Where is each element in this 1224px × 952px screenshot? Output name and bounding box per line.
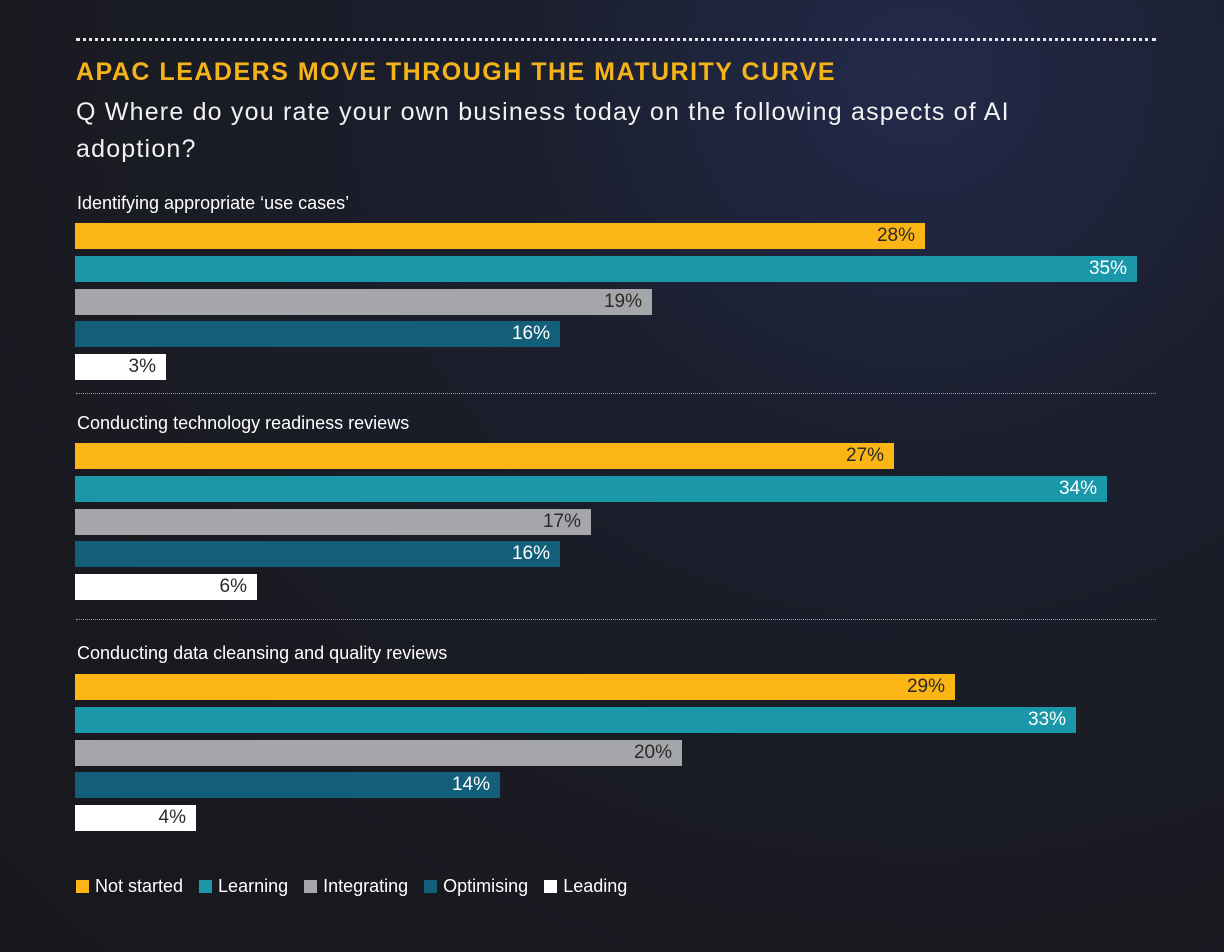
legend-label: Leading: [563, 876, 628, 896]
bar-value-label: 35%: [1088, 258, 1127, 279]
legend-item-integrating: Integrating: [304, 876, 408, 897]
legend-swatch: [544, 880, 558, 893]
legend-item-learning: Learning: [199, 876, 288, 897]
legend-swatch: [199, 880, 213, 893]
chart-subtitle: Q Where do you rate your own business to…: [76, 98, 1010, 163]
group-divider-1: [76, 393, 1156, 394]
bar-learning-group-3: 33%: [75, 707, 1076, 733]
bar-integrating-group-2: 17%: [75, 509, 591, 535]
bar-value-label: 16%: [511, 323, 550, 344]
bar-leading-group-2: 6%: [75, 574, 257, 600]
bar-value-label: 14%: [451, 774, 490, 795]
bar-integrating-group-3: 20%: [75, 740, 682, 766]
bar-integrating-group-1: 19%: [75, 289, 652, 315]
legend-label: Integrating: [323, 876, 409, 896]
bar-value-label: 3%: [128, 356, 156, 377]
bar-optimising-group-1: 16%: [75, 321, 560, 347]
bar-learning-group-1: 35%: [75, 256, 1137, 282]
bar-value-label: 16%: [511, 543, 550, 564]
legend-item-optimising: Optimising: [424, 876, 528, 897]
legend-label: Not started: [95, 876, 184, 896]
bar-value-label: 20%: [633, 742, 672, 763]
group-title-1: Identifying appropriate ‘use cases’: [77, 193, 350, 213]
group-divider-2: [76, 619, 1156, 620]
bar-learning-group-2: 34%: [75, 476, 1107, 502]
legend: Not started Learning Integrating Optimising…: [76, 876, 643, 897]
bar-not-started-group-1: 28%: [75, 223, 925, 249]
bar-value-label: 27%: [845, 445, 884, 466]
bar-value-label: 28%: [876, 225, 915, 246]
group-title-3: Conducting data cleansing and quality re…: [77, 643, 448, 663]
bar-optimising-group-2: 16%: [75, 541, 560, 567]
bar-value-label: 4%: [158, 807, 186, 828]
legend-label: Optimising: [443, 876, 529, 896]
legend-item-not-started: Not started: [76, 876, 183, 897]
group-title-2: Conducting technology readiness reviews: [77, 413, 410, 433]
bar-leading-group-1: 3%: [75, 354, 166, 380]
bar-value-label: 34%: [1058, 478, 1097, 499]
bar-optimising-group-3: 14%: [75, 772, 500, 798]
legend-item-leading: Leading: [544, 876, 627, 897]
bar-value-label: 6%: [219, 576, 247, 597]
chart-title: APAC LEADERS MOVE THROUGH THE MATURITY C…: [76, 58, 837, 86]
bar-value-label: 29%: [906, 676, 945, 697]
bar-value-label: 17%: [542, 511, 581, 532]
top-dotted-divider: [76, 38, 1156, 41]
legend-label: Learning: [218, 876, 289, 896]
bar-leading-group-3: 4%: [75, 805, 196, 831]
bar-not-started-group-2: 27%: [75, 443, 894, 469]
bar-not-started-group-3: 29%: [75, 674, 955, 700]
bar-value-label: 19%: [603, 291, 642, 312]
legend-swatch: [76, 880, 89, 893]
legend-swatch: [424, 880, 438, 893]
legend-swatch: [304, 880, 318, 893]
bar-value-label: 33%: [1027, 709, 1066, 730]
